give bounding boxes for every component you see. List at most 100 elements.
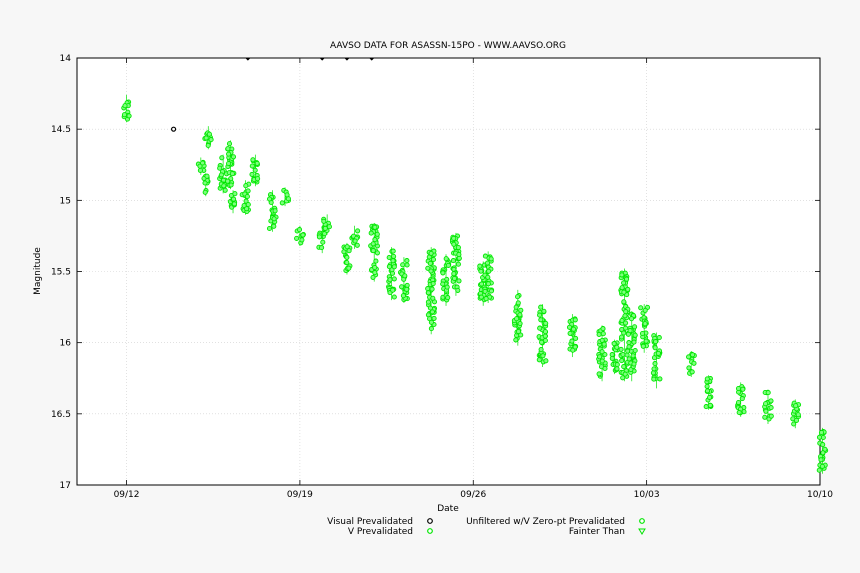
observation-point (445, 295, 451, 301)
observation-point (638, 305, 644, 311)
observation-point (271, 216, 277, 222)
observation-point (621, 289, 627, 295)
observation-point (567, 330, 573, 336)
observation-point (819, 463, 825, 469)
observation-point (249, 171, 255, 177)
y-tick-label: 14 (60, 54, 72, 64)
observation-point (320, 239, 326, 245)
observation-point (399, 284, 405, 290)
observation-point (622, 313, 628, 319)
observation-point (425, 299, 431, 305)
observation-point (456, 251, 462, 258)
observation-point (243, 183, 249, 189)
observation-point (488, 288, 494, 294)
observation-point (428, 268, 434, 274)
observation-point (370, 274, 376, 280)
observation-point (820, 450, 826, 456)
observation-point (538, 346, 544, 353)
observation-point (354, 242, 360, 248)
observation-point (429, 286, 435, 292)
observation-point (451, 271, 457, 277)
observation-point (622, 371, 628, 377)
observation-point (121, 112, 128, 118)
observation-point (249, 163, 255, 169)
observation-point (225, 146, 231, 152)
observation-point (402, 273, 408, 279)
observation-point (386, 264, 392, 270)
observation-point (791, 421, 797, 427)
observation-point (391, 276, 397, 282)
x-tick-label: 10/03 (634, 490, 660, 500)
observation-point (226, 151, 232, 157)
y-tick-label: 15 (60, 196, 71, 206)
observation-point (254, 160, 260, 166)
observation-point (765, 390, 771, 396)
observation-point (208, 137, 214, 143)
fainter-than-point (319, 57, 326, 61)
x-tick-label: 09/19 (287, 490, 313, 500)
observation-point (599, 349, 605, 355)
observation-point (543, 358, 549, 364)
observation-point (428, 326, 434, 332)
observation-point (451, 235, 457, 241)
observation-point (374, 250, 380, 256)
observation-point (372, 264, 378, 271)
observation-point (202, 180, 208, 186)
observation-point (573, 335, 579, 341)
axis-ticks: 14 14.5 15 15.5 16 16.5 17 09/12 09/19 09/26 10/03… (51, 54, 833, 500)
observation-point (627, 328, 633, 334)
observation-point (206, 131, 212, 137)
observation-point (346, 265, 352, 271)
observation-point (599, 337, 605, 343)
observation-point (652, 361, 658, 367)
observation-point (543, 320, 549, 326)
observation-point (626, 356, 632, 362)
observation-point (404, 286, 410, 292)
observation-point (624, 276, 630, 282)
observation-point (344, 254, 350, 260)
observation-point (572, 344, 578, 350)
observation-point (639, 330, 646, 337)
observation-point (656, 335, 662, 341)
observation-point (640, 343, 646, 349)
observation-point (352, 238, 358, 244)
observation-point (400, 293, 406, 299)
observation-point (455, 261, 461, 267)
observation-point (651, 366, 657, 372)
data-points (121, 57, 829, 474)
observation-point (279, 200, 285, 206)
observation-point (614, 366, 620, 372)
y-tick-label: 16 (60, 339, 72, 349)
observation-point (431, 315, 437, 321)
observation-point (515, 300, 521, 306)
observation-point (444, 284, 450, 290)
observation-point (427, 305, 433, 311)
observation-point (241, 202, 247, 209)
observation-point (245, 188, 251, 194)
observation-point (642, 307, 648, 313)
observation-point (372, 237, 378, 243)
observation-point (614, 344, 620, 350)
fainter-than-point (343, 57, 350, 61)
observation-point (219, 155, 225, 161)
observation-point (686, 354, 692, 360)
observation-point (126, 113, 132, 119)
observation-point (707, 402, 713, 408)
observation-point (620, 351, 626, 358)
observation-point (255, 176, 261, 182)
observation-point (202, 189, 208, 195)
observation-point (346, 248, 352, 254)
observation-point (655, 350, 661, 356)
observation-point (642, 321, 648, 327)
observation-point (763, 401, 769, 407)
observation-point (427, 260, 433, 266)
observation-point (222, 187, 228, 193)
observation-point (229, 171, 235, 177)
observation-point (488, 256, 494, 262)
observation-point (231, 201, 237, 207)
observation-point (736, 409, 742, 416)
observation-point (602, 365, 608, 372)
grid-lines (77, 58, 820, 485)
observation-point (600, 326, 606, 332)
observation-point (344, 259, 350, 266)
